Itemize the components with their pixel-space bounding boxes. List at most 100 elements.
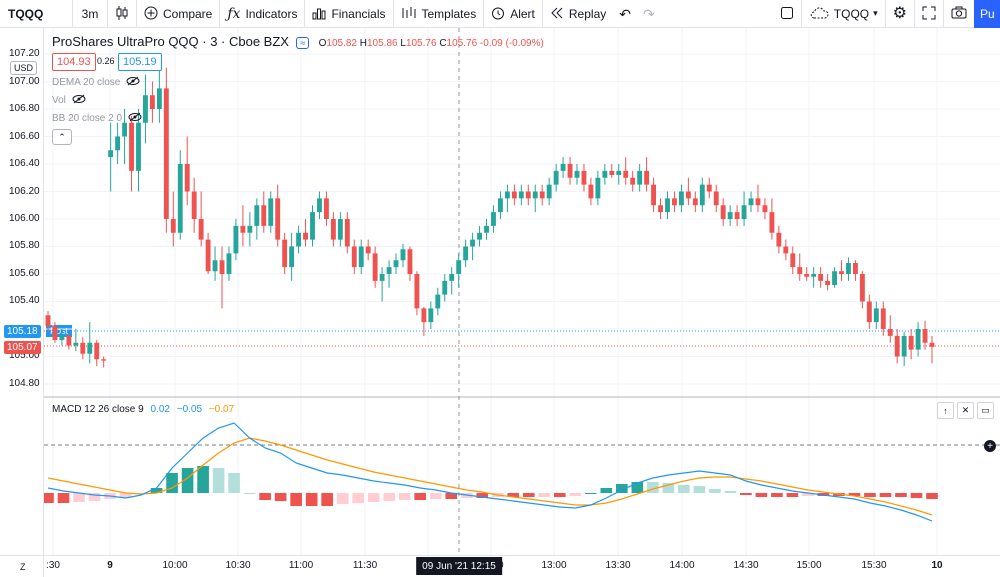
symbol-flag-icon[interactable]: ≈ [296,37,310,49]
candle [428,301,434,329]
maximize-pane-button[interactable]: ▭ [977,402,994,419]
candle [532,184,538,213]
save-layout-button[interactable]: TQQQ ▾ [802,0,885,28]
candle-body [825,280,831,285]
candle-body [553,170,559,185]
chart-canvas[interactable] [42,28,1000,555]
auto-scale-button[interactable]: Z [0,555,44,577]
time-tick: 13:00 [541,560,567,571]
financials-button[interactable]: Financials [305,0,392,28]
candle-body [504,191,510,199]
indicator-vol[interactable]: Vol [52,94,86,107]
candle-body [609,170,615,175]
currency-label[interactable]: USD [10,61,38,75]
close-pane-button[interactable]: ✕ [957,402,974,419]
replay-label: Replay [568,6,607,21]
candle-body [546,184,552,199]
sell-price-button[interactable]: 104.93 [52,53,96,71]
candle-body [651,184,657,206]
candle-body [205,239,211,272]
candle-body [87,342,93,354]
indicator-bb[interactable]: BB 20 close 2 0 [52,112,142,125]
macd-hist-bar [197,466,209,493]
fullscreen-button[interactable] [915,0,943,28]
chart-type-button[interactable] [108,0,136,28]
indicators-button[interactable]: ƒx Indicators [220,0,304,28]
eye-hidden-icon[interactable] [72,94,86,107]
macd-hist-bar [305,493,318,506]
symbol-title[interactable]: ProShares UltraPro QQQ · 3 · Cboe BZX [52,34,289,49]
eye-hidden-icon[interactable] [128,112,142,125]
candle-body [317,198,322,213]
candle [254,198,260,240]
candle [880,301,886,336]
candle [665,191,670,219]
indicator-dema[interactable]: DEMA 20 close [52,76,140,89]
candle [658,198,663,219]
collapse-legend-button[interactable]: ⌃ [52,129,72,145]
candle [435,287,441,316]
candle-body [734,212,740,219]
macd-hist-bar [476,493,489,498]
macd-hist-bar [57,493,70,503]
buy-price-button[interactable]: 105.19 [118,53,162,71]
candle [470,232,476,261]
alert-button[interactable]: Alert [484,0,542,28]
templates-button[interactable]: Templates [394,0,484,28]
candle-body [623,170,629,178]
rewind-icon [550,7,564,21]
price-tick: 107.00 [9,76,40,87]
time-tick: :30 [46,560,60,571]
price-tick: 107.20 [9,48,40,59]
candle-body [191,191,197,219]
macd-hist-bar [678,485,690,493]
candle [400,243,406,268]
candle-body [477,232,482,240]
toolbar-divider [392,0,394,28]
redo-button[interactable]: ↷ [637,0,661,28]
move-pane-up-button[interactable]: ↑ [937,402,954,419]
candle [504,184,510,213]
candle-body [852,263,858,274]
settings-button[interactable]: ⚙ [886,0,914,28]
time-axis[interactable]: :30 9 10:00 10:30 11:00 11:30 13:00 13:0… [44,555,1000,577]
symbol-search-button[interactable]: TQQQ [8,6,44,21]
price-axis[interactable]: USD 107.20 107.00 106.80 106.60 106.40 1… [0,28,44,555]
time-tick: 10 [931,560,943,571]
candle-body [887,329,893,336]
time-tick: 14:30 [733,560,759,571]
macd-hist-bar [522,493,535,497]
add-plus-icon[interactable]: + [984,440,996,452]
candle-body [219,260,225,274]
chart-svg[interactable] [42,28,1000,555]
candle [630,170,636,192]
candle-body [741,205,747,219]
macd-hist-bar [616,484,628,493]
candle-body [149,95,155,109]
candle-body [170,219,176,233]
candle-body [414,274,420,309]
snapshot-button[interactable] [944,0,974,28]
macd-hist-bar [895,493,907,497]
eye-hidden-icon[interactable] [126,76,140,89]
publish-button[interactable]: Pu [974,0,1000,28]
candle-body [539,191,545,199]
redo-icon: ↷ [642,5,655,22]
replay-button[interactable]: Replay [543,0,613,28]
candle-body [846,263,851,274]
candle [776,225,782,254]
candle [609,164,615,178]
candle-body [699,184,705,206]
compare-button[interactable]: Compare [137,0,219,28]
candle [498,191,503,219]
macd-legend[interactable]: MACD 12 26 close 9 0.02 −0.05 −0.07 [52,404,234,415]
time-tick: 14:00 [669,560,695,571]
candlestick-icon [115,5,129,23]
candle-body [323,198,329,219]
layout-button[interactable] [773,0,801,28]
interval-button[interactable]: 3m [81,6,99,21]
undo-button[interactable]: ↶ [613,0,637,28]
grid-lines [44,28,1000,555]
candle [358,239,364,274]
macd-signal-line [47,437,933,516]
